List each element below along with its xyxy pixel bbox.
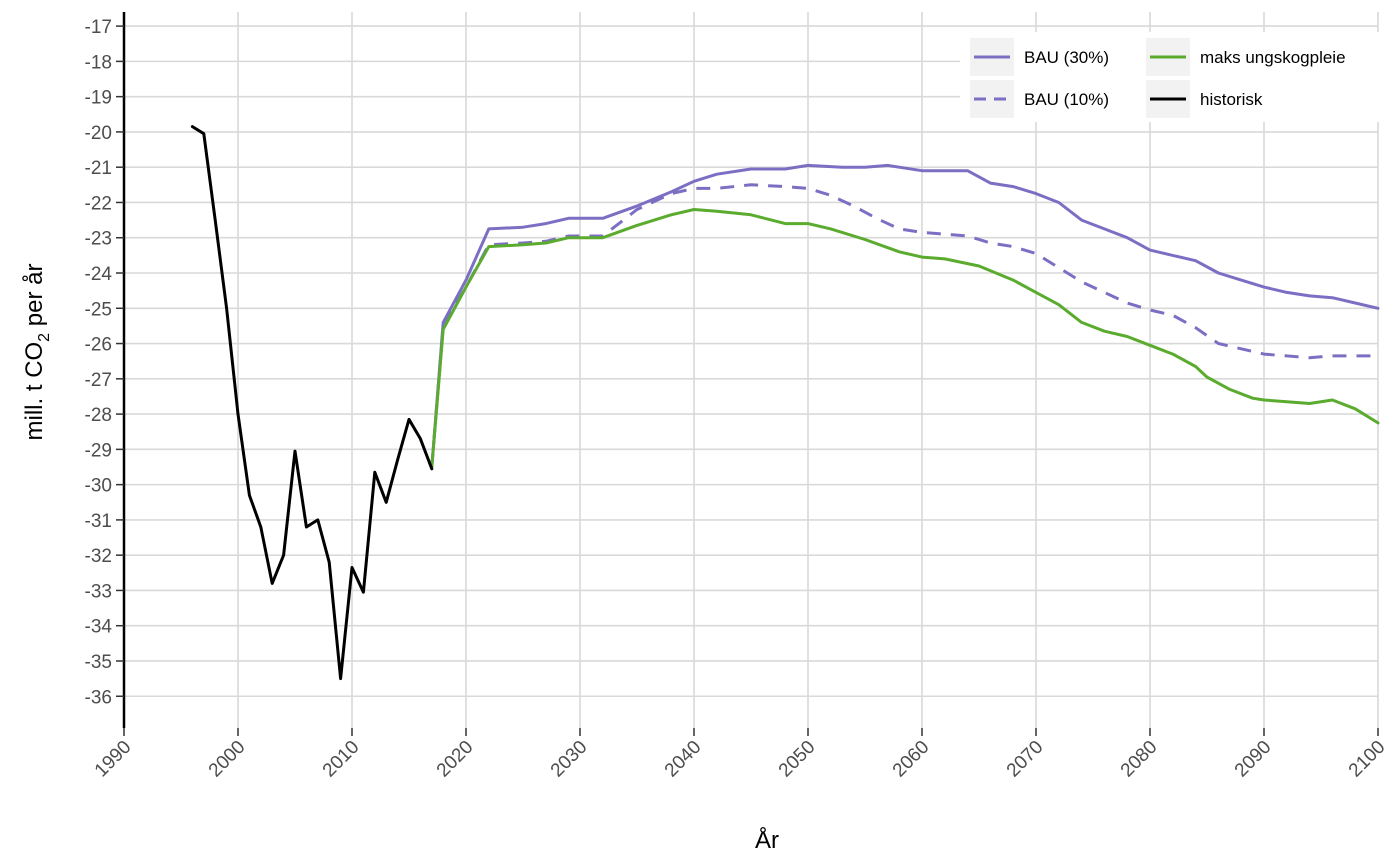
y-tick-label: -33	[85, 581, 112, 602]
y-tick-label: -25	[85, 299, 112, 320]
y-tick-label: -20	[85, 123, 112, 144]
y-tick-label: -35	[85, 652, 112, 673]
series-line-historisk	[190, 125, 434, 681]
y-tick-label: -27	[85, 370, 112, 391]
series-line-bau-30	[430, 163, 1380, 469]
legend: BAU (30%) BAU (10%) maks ungskogpleie hi…	[960, 32, 1394, 122]
y-tick-label: -24	[85, 264, 113, 285]
y-tick-label: -30	[85, 476, 112, 497]
y-axis-title-prefix: mill. t CO	[21, 342, 48, 441]
x-tick-label: 2060	[889, 737, 934, 782]
x-axis-title: År	[755, 826, 779, 854]
x-tick-label: 2080	[1117, 737, 1162, 782]
y-tick-label: -36	[85, 687, 112, 708]
series-line-bau-10	[430, 183, 1378, 468]
y-tick-label: -22	[85, 193, 112, 214]
y-axis-title: mill. t CO2 per år	[21, 264, 53, 441]
x-tick-label: 2090	[1231, 737, 1276, 782]
legend-label-maks-ungskogpleie: maks ungskogpleie	[1200, 48, 1346, 67]
y-axis-title-subscript: 2	[36, 333, 53, 342]
y-tick-label: -28	[85, 405, 112, 426]
x-tick-label: 2000	[205, 737, 250, 782]
y-tick-label: -17	[85, 17, 112, 38]
x-tick-labels: 1990 2000 2010 2020 2030 2040 2050 2060 2070 2080…	[91, 737, 1390, 782]
x-tick-label: 2020	[433, 737, 478, 782]
x-tick-label: 2040	[661, 737, 706, 782]
legend-label-bau-10: BAU (10%)	[1024, 90, 1109, 109]
legend-item-historisk: historisk	[1146, 80, 1263, 118]
gridlines	[123, 12, 1379, 728]
y-tick-label: -29	[85, 440, 112, 461]
y-tick-label: -21	[85, 158, 112, 179]
x-tick-label: 2030	[547, 737, 592, 782]
legend-item-maks-ungskogpleie: maks ungskogpleie	[1146, 38, 1346, 76]
y-tick-label: -23	[85, 229, 112, 250]
y-tick-label: -26	[85, 335, 112, 356]
y-tick-label: -18	[85, 52, 112, 73]
y-tick-label: -32	[85, 546, 112, 567]
legend-item-bau-10: BAU (10%)	[970, 80, 1109, 118]
series-lines	[190, 125, 1380, 681]
x-tick-label: 2010	[319, 737, 364, 782]
x-tick-label: 2070	[1003, 737, 1048, 782]
legend-label-bau-30: BAU (30%)	[1024, 48, 1109, 67]
x-tick-label: 1990	[91, 737, 136, 782]
y-tick-label: -34	[85, 617, 113, 638]
x-tick-label: 2100	[1345, 737, 1390, 782]
x-tick-label: 2050	[775, 737, 820, 782]
y-tick-label: -31	[85, 511, 112, 532]
legend-label-historisk: historisk	[1200, 90, 1263, 109]
series-line-maks-ungskogpleie	[430, 208, 1380, 469]
y-tick-labels: -17 -18 -19 -20 -21 -22 -23 -24 -25 -26 -27 -28 -29 -…	[85, 17, 113, 708]
axes	[116, 12, 1379, 736]
legend-item-bau-30: BAU (30%)	[970, 38, 1109, 76]
y-tick-label: -19	[85, 88, 112, 109]
y-axis-title-suffix: per år	[21, 264, 48, 333]
